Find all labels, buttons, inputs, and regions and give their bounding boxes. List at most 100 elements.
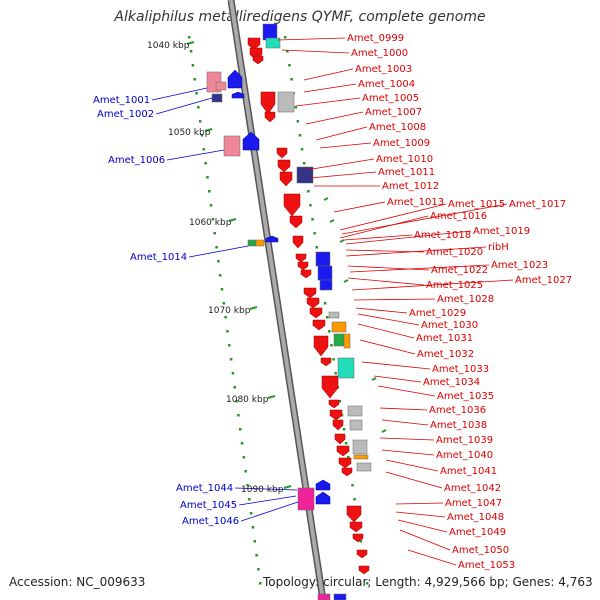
reverse-gene[interactable] <box>328 399 340 409</box>
reverse-gene-label[interactable]: Amet_1040 <box>436 450 493 461</box>
gene-box-orange[interactable] <box>353 454 369 460</box>
gene-box-navy[interactable] <box>211 93 223 103</box>
gene-box-cyan[interactable] <box>337 357 355 379</box>
gene-box-grey[interactable] <box>277 91 295 113</box>
gene-box-grey[interactable] <box>356 462 372 472</box>
reverse-gene-label[interactable]: Amet_1031 <box>416 333 473 344</box>
reverse-gene-label[interactable]: Amet_1011 <box>378 167 435 178</box>
reverse-gene-label[interactable]: Amet_1005 <box>362 93 419 104</box>
forward-gene-label[interactable]: Amet_1046 <box>182 516 239 527</box>
gene-box-pink[interactable] <box>215 81 227 91</box>
reverse-gene[interactable] <box>358 565 370 575</box>
reverse-gene-label[interactable]: Amet_0999 <box>347 33 404 44</box>
forward-gene[interactable] <box>227 69 243 89</box>
gene-box-grey[interactable] <box>349 419 363 431</box>
reverse-gene[interactable] <box>349 521 363 533</box>
gene-box-orange[interactable] <box>331 321 347 333</box>
reverse-gene-label[interactable]: Amet_1018 <box>414 230 471 241</box>
reverse-gene-label[interactable]: Amet_1019 <box>473 226 530 237</box>
reverse-gene[interactable] <box>309 307 323 319</box>
reverse-gene[interactable] <box>247 37 261 51</box>
reverse-gene[interactable] <box>341 467 353 477</box>
reverse-gene-label[interactable]: Amet_1015 <box>448 199 505 210</box>
forward-gene[interactable] <box>242 131 260 151</box>
reverse-gene[interactable] <box>252 55 264 65</box>
gene-box-blue[interactable] <box>262 23 278 41</box>
reverse-gene-label[interactable]: Amet_1012 <box>382 181 439 192</box>
reverse-gene[interactable] <box>334 433 346 445</box>
reverse-gene[interactable] <box>329 409 343 421</box>
reverse-gene-label[interactable]: Amet_1029 <box>409 308 466 319</box>
reverse-gene-label[interactable]: Amet_1047 <box>445 498 502 509</box>
gene-box-blue[interactable] <box>317 265 333 281</box>
reverse-gene-label[interactable]: Amet_1027 <box>515 275 572 286</box>
reverse-gene-label[interactable]: Amet_1010 <box>376 154 433 165</box>
reverse-gene-label[interactable]: Amet_1022 <box>431 265 488 276</box>
reverse-gene[interactable] <box>260 91 276 115</box>
gene-box-grey[interactable] <box>328 311 340 319</box>
reverse-gene[interactable] <box>312 319 326 331</box>
reverse-gene[interactable] <box>332 419 344 431</box>
reverse-gene[interactable] <box>352 533 364 543</box>
reverse-gene[interactable] <box>300 269 312 279</box>
reverse-gene-label[interactable]: Amet_1048 <box>447 512 504 523</box>
forward-gene-label[interactable]: Amet_1002 <box>97 109 154 120</box>
reverse-gene[interactable] <box>320 357 332 367</box>
reverse-gene[interactable] <box>279 171 293 187</box>
gene-box-cyan[interactable] <box>265 37 281 49</box>
reverse-gene[interactable] <box>356 549 368 559</box>
gene-box-magenta[interactable] <box>317 593 331 600</box>
reverse-gene-label[interactable]: Amet_1008 <box>369 122 426 133</box>
forward-gene-label[interactable]: Amet_1014 <box>130 252 187 263</box>
reverse-gene[interactable] <box>346 505 362 523</box>
gene-box-navy[interactable] <box>296 166 314 184</box>
reverse-gene-label[interactable]: Amet_1034 <box>423 377 480 388</box>
reverse-gene-label[interactable]: Amet_1003 <box>355 64 412 75</box>
reverse-gene[interactable] <box>313 335 329 357</box>
gene-box-pink[interactable] <box>223 135 241 157</box>
reverse-gene[interactable] <box>264 111 276 123</box>
forward-gene-label[interactable]: Amet_1045 <box>180 500 237 511</box>
gene-box-green[interactable] <box>247 239 257 247</box>
reverse-gene[interactable] <box>306 297 320 309</box>
reverse-gene[interactable] <box>303 287 317 299</box>
reverse-gene-label[interactable]: Amet_1033 <box>432 364 489 375</box>
reverse-gene-label[interactable]: Amet_1032 <box>417 349 474 360</box>
gene-box-magenta[interactable] <box>297 487 315 511</box>
reverse-gene[interactable] <box>277 159 291 173</box>
reverse-gene-label[interactable]: Amet_1023 <box>491 260 548 271</box>
reverse-gene-label[interactable]: Amet_1041 <box>440 466 497 477</box>
reverse-gene-label[interactable]: Amet_1053 <box>458 560 515 571</box>
forward-gene-label[interactable]: Amet_1006 <box>108 155 165 166</box>
forward-gene[interactable] <box>315 479 331 491</box>
forward-gene-label[interactable]: Amet_1044 <box>176 483 233 494</box>
reverse-gene-label[interactable]: Amet_1004 <box>358 79 415 90</box>
gene-box-blue[interactable] <box>315 251 331 267</box>
gene-box-grey[interactable] <box>352 439 368 455</box>
reverse-gene[interactable] <box>295 253 307 263</box>
reverse-gene-label[interactable]: Amet_1038 <box>430 420 487 431</box>
reverse-gene-label[interactable]: Amet_1016 <box>430 211 487 222</box>
reverse-gene[interactable] <box>338 457 352 469</box>
reverse-gene-label[interactable]: Amet_1030 <box>421 320 478 331</box>
reverse-gene-label[interactable]: Amet_1017 <box>509 199 566 210</box>
reverse-gene-label[interactable]: Amet_1007 <box>365 107 422 118</box>
forward-gene[interactable] <box>265 235 279 243</box>
forward-gene[interactable] <box>315 491 331 505</box>
reverse-gene-label[interactable]: Amet_1013 <box>387 197 444 208</box>
reverse-gene-label[interactable]: Amet_1036 <box>429 405 486 416</box>
reverse-gene[interactable] <box>283 193 301 217</box>
reverse-gene[interactable] <box>321 375 339 399</box>
reverse-gene-label[interactable]: Amet_1009 <box>373 138 430 149</box>
reverse-gene[interactable] <box>292 235 304 249</box>
gene-box-green[interactable] <box>333 333 345 347</box>
reverse-gene-label[interactable]: Amet_1035 <box>437 391 494 402</box>
forward-gene[interactable] <box>231 91 245 99</box>
gene-box-blue[interactable] <box>333 593 347 600</box>
gene-box-orange[interactable] <box>343 333 351 349</box>
reverse-gene-label[interactable]: Amet_1020 <box>426 247 483 258</box>
reverse-gene-label[interactable]: Amet_1028 <box>437 294 494 305</box>
reverse-gene-label[interactable]: Amet_1042 <box>444 483 501 494</box>
reverse-gene[interactable] <box>289 215 303 229</box>
